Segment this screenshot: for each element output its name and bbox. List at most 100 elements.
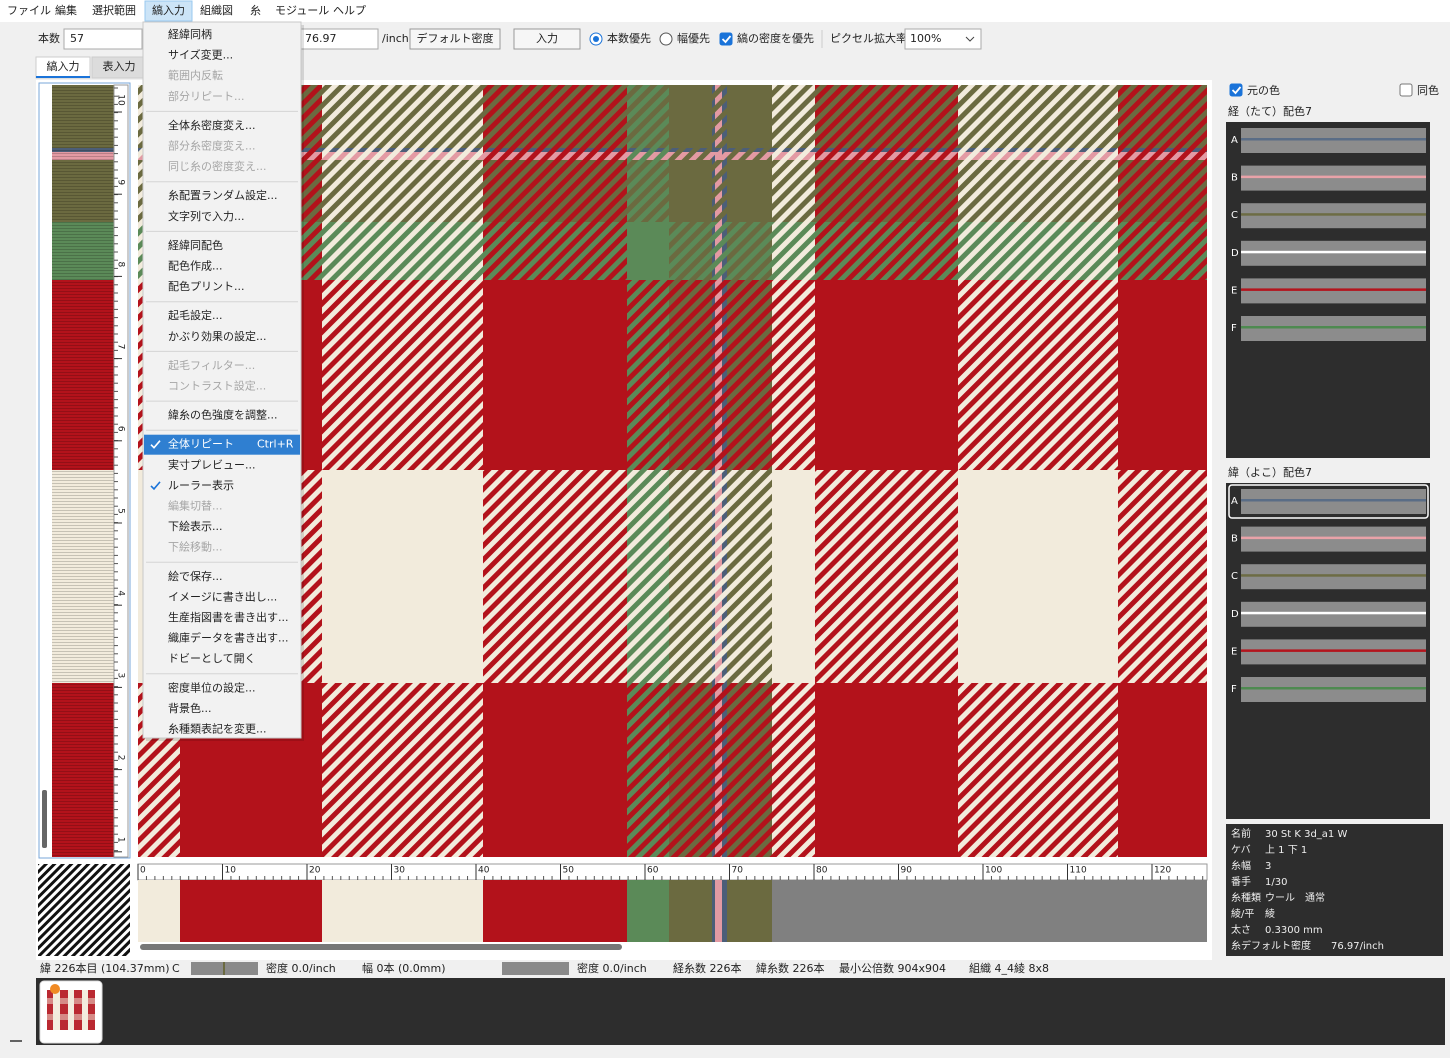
radio-label[interactable]: 幅優先: [677, 32, 710, 45]
input-label[interactable]: 入力: [536, 32, 558, 45]
thumb-stripe: [74, 990, 82, 1030]
status-swatch: [502, 962, 569, 975]
warp-strip-band: [483, 880, 627, 942]
fabric-cell: [815, 222, 958, 280]
fabric-cell: [712, 222, 715, 280]
checkbox[interactable]: [1229, 83, 1243, 97]
fabric-cell: [727, 683, 772, 857]
fabric-cell: [772, 148, 815, 152]
thumbnail-tray: [36, 978, 1445, 1045]
thread-line: [1241, 175, 1426, 179]
menu-item[interactable]: 組織図: [200, 4, 233, 17]
thread-selected: [1228, 484, 1429, 519]
fabric-cell: [712, 148, 715, 152]
input-button[interactable]: [513, 28, 581, 50]
menu-item[interactable]: 織庫データを書き出す...: [168, 631, 289, 645]
ruler-label: 40: [478, 866, 490, 876]
menu-shortcut: Ctrl+R: [257, 438, 294, 451]
menu-item[interactable]: サイズ変更...: [168, 48, 233, 62]
radio-label[interactable]: 本数優先: [607, 31, 651, 45]
default-density-button[interactable]: [409, 28, 501, 50]
menu-item[interactable]: イメージに書き出し...: [168, 589, 277, 603]
thread-line: [1241, 138, 1426, 141]
menu-item[interactable]: 全体リピート: [168, 437, 234, 451]
menu-item[interactable]: 文字列で入力...: [168, 209, 245, 223]
info-key: 名前: [1231, 827, 1251, 840]
fabric-cell: [1118, 85, 1207, 148]
fabric-cell: [958, 148, 1118, 152]
thread-line: [1241, 326, 1426, 329]
radio[interactable]: [659, 32, 673, 46]
menu-item[interactable]: 配色プリント...: [168, 279, 245, 293]
zoom-select[interactable]: [904, 28, 982, 50]
fabric-cell: [1118, 222, 1207, 280]
fabric-cell: [1118, 160, 1207, 222]
ruler-label: 5: [116, 508, 126, 514]
menu-item[interactable]: 編集: [55, 3, 77, 17]
menu-item: 下絵移動...: [168, 540, 223, 554]
status-item: 緯糸数 226本: [756, 961, 825, 975]
menu-item[interactable]: ドビーとして開く: [168, 652, 256, 665]
menu-item[interactable]: 縞入力: [152, 3, 185, 17]
checkbox[interactable]: [1399, 83, 1413, 97]
menu-item[interactable]: ヘルプ: [333, 4, 366, 17]
checkbox-label[interactable]: 元の色: [1247, 83, 1280, 97]
menu-item[interactable]: 糸: [250, 4, 261, 17]
fabric-cell: [722, 683, 727, 857]
menu-item[interactable]: 経緯同配色: [168, 238, 223, 252]
tab-label[interactable]: 縞入力: [47, 59, 80, 73]
menu-item[interactable]: 実寸プレビュー...: [168, 457, 256, 471]
menu-item[interactable]: モジュール: [275, 4, 329, 17]
fabric-cell: [483, 152, 627, 160]
menu-item[interactable]: 配色作成...: [168, 259, 223, 273]
menu-item[interactable]: 経緯同柄: [168, 27, 212, 41]
status-item: 経糸数 226本: [673, 961, 742, 975]
fabric-cell: [322, 470, 483, 683]
ruler-label: 60: [647, 866, 659, 876]
fabric-cell: [627, 470, 669, 683]
thread-line: [1241, 536, 1426, 540]
zoom-value[interactable]: 100%: [910, 32, 941, 45]
menu-item[interactable]: 糸配置ランダム設定...: [168, 188, 278, 202]
tab-label[interactable]: 表入力: [103, 59, 136, 73]
menu-item[interactable]: ファイル: [7, 4, 51, 17]
menu-item[interactable]: 絵で保存...: [168, 569, 223, 583]
menu-item: 同じ糸の密度変え...: [168, 159, 267, 173]
fabric-cell: [815, 152, 958, 160]
fabric-cell: [815, 148, 958, 152]
fabric-cell: [958, 470, 1118, 683]
fabric-cell: [815, 470, 958, 683]
fabric-cell: [627, 222, 669, 280]
menu-item[interactable]: 起毛設定...: [168, 308, 223, 322]
menu-item[interactable]: かぶり効果の設定...: [168, 329, 267, 343]
fabric-cell: [712, 470, 715, 683]
checkbox-label[interactable]: 縞の密度を優先: [737, 31, 814, 45]
menu-item[interactable]: 下絵表示...: [168, 519, 223, 533]
info-value: 3: [1265, 861, 1271, 872]
menu-item[interactable]: 密度単位の設定...: [168, 680, 256, 694]
check-mark: [721, 35, 732, 44]
menu-item[interactable]: 糸種類表記を変更...: [168, 722, 267, 736]
menu-item[interactable]: 選択範囲: [92, 3, 136, 17]
checkbox-label[interactable]: 同色: [1417, 83, 1439, 97]
menu-item[interactable]: ルーラー表示: [168, 478, 234, 492]
v-scrollbar[interactable]: [42, 790, 47, 848]
menu-item[interactable]: 背景色...: [168, 701, 212, 715]
info-key: 糸デフォルト密度: [1231, 939, 1311, 952]
fabric-cell: [1118, 148, 1207, 152]
thread-line: [1241, 649, 1426, 652]
fabric-cell: [772, 85, 815, 148]
default-density-label[interactable]: デフォルト密度: [417, 31, 494, 45]
count-input[interactable]: [63, 28, 143, 50]
tab-underline: [36, 76, 90, 78]
h-scrollbar[interactable]: [140, 944, 622, 950]
fabric-cell: [669, 280, 712, 470]
menu-item[interactable]: 生産指図書を書き出す...: [168, 610, 289, 624]
fabric-cell: [772, 280, 815, 470]
menu-item[interactable]: 緯糸の色強度を調整...: [168, 408, 278, 422]
fabric-cell: [727, 148, 772, 152]
fabric-cell: [722, 280, 727, 470]
menu-item[interactable]: 全体糸密度変え...: [168, 118, 256, 132]
checkbox[interactable]: [719, 32, 733, 46]
